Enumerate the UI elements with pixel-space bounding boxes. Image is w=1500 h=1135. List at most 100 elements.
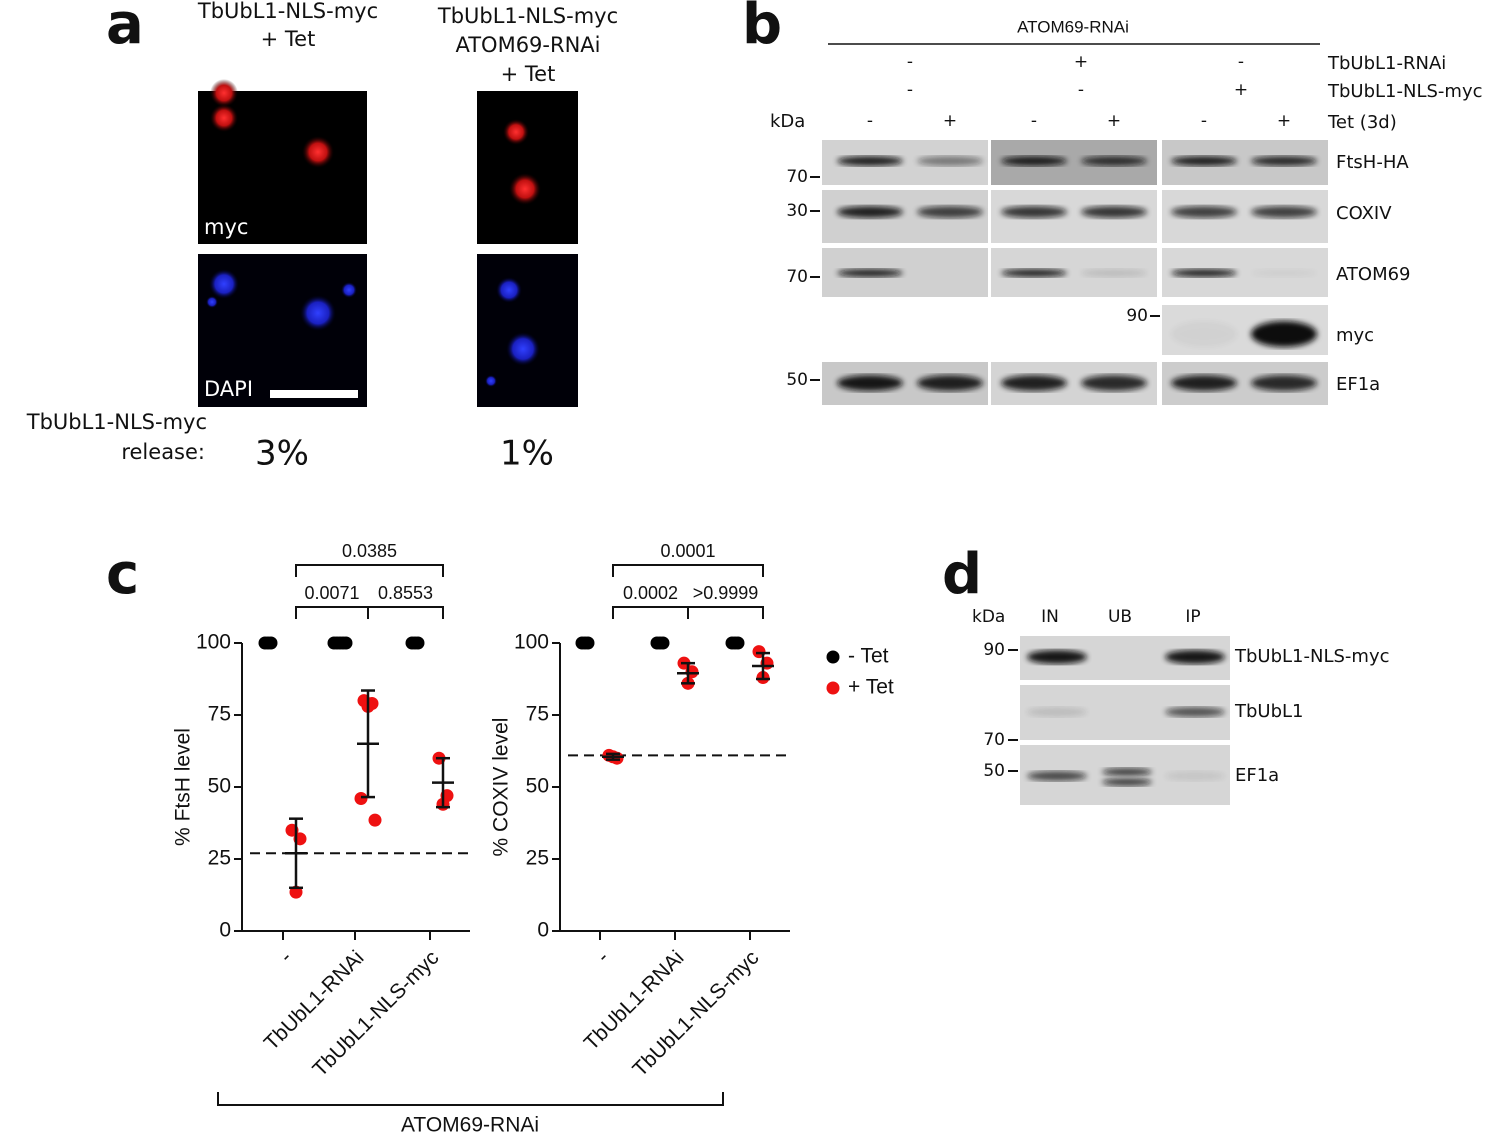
- band: [1081, 375, 1147, 391]
- condition-label: TbUbL1-NLS-myc: [1327, 81, 1483, 102]
- blot-label: TbUbL1: [1234, 701, 1304, 722]
- y-tick-label: 25: [526, 847, 549, 870]
- band: [1171, 206, 1237, 218]
- column-title: ATOM69-RNAi: [455, 33, 600, 57]
- band: [1251, 156, 1317, 166]
- significance-bracket: [687, 606, 764, 619]
- treated-point: [354, 792, 368, 806]
- control-point: [411, 636, 425, 650]
- band: [837, 375, 903, 391]
- band: [1001, 269, 1067, 277]
- blot-label: myc: [1336, 325, 1374, 346]
- group-bracket: [217, 1092, 724, 1106]
- condition-sign: +: [1234, 80, 1248, 100]
- significance-bracket: [295, 564, 444, 577]
- marker-label: 50: [786, 370, 808, 390]
- release-value: 1%: [500, 434, 554, 474]
- condition-sign: +: [943, 111, 957, 131]
- band: [837, 156, 903, 166]
- band: [1251, 321, 1317, 347]
- y-tick-label: 75: [208, 703, 231, 726]
- channel-label: DAPI: [204, 377, 253, 401]
- blot-label: EF1a: [1235, 765, 1279, 786]
- column-title: + Tet: [261, 27, 316, 51]
- kda-label: kDa: [770, 111, 805, 132]
- band: [1251, 269, 1317, 277]
- y-tick-label: 50: [208, 775, 231, 798]
- condition-sign: -: [1031, 111, 1037, 131]
- condition-sign: +: [1277, 111, 1291, 131]
- band: [1027, 771, 1087, 781]
- legend-label: + Tet: [848, 676, 894, 699]
- legend-label: - Tet: [848, 645, 889, 668]
- y-tick-label: 75: [526, 703, 549, 726]
- y-tick-label: 100: [196, 631, 231, 654]
- marker-label: 70: [786, 167, 808, 187]
- x-tick-label: -: [592, 946, 613, 967]
- condition-label: Tet (3d): [1327, 112, 1397, 133]
- band: [1081, 269, 1147, 277]
- band: [1171, 156, 1237, 166]
- release-label: release:: [121, 440, 205, 464]
- x-tick-label: -: [275, 946, 296, 967]
- condition-sign: +: [1074, 52, 1088, 72]
- band: [1027, 650, 1087, 664]
- micrographs: [198, 79, 578, 407]
- band: [1001, 375, 1067, 391]
- band: [1001, 156, 1067, 166]
- band: [1171, 375, 1237, 391]
- column-title: TbUbL1-NLS-myc: [437, 4, 618, 28]
- band: [1251, 375, 1317, 391]
- control-point: [581, 636, 595, 650]
- band: [1001, 206, 1067, 218]
- marker-label: 90: [983, 640, 1005, 660]
- y-axis-label: % COXIV level: [490, 718, 513, 857]
- p-value: 0.8553: [378, 583, 433, 603]
- band: [1102, 768, 1152, 776]
- y-tick-label: 0: [537, 919, 549, 942]
- group-label: ATOM69-RNAi: [401, 1114, 539, 1135]
- band: [1027, 707, 1087, 717]
- significance-bracket: [295, 606, 369, 619]
- marker-label: 50: [983, 761, 1005, 781]
- band: [917, 206, 983, 218]
- band: [917, 156, 983, 166]
- y-tick-label: 25: [208, 847, 231, 870]
- condition-sign: -: [1238, 52, 1244, 72]
- condition-label: TbUbL1-RNAi: [1327, 53, 1446, 74]
- significance-bracket: [612, 564, 764, 577]
- marker-label: 30: [786, 201, 808, 221]
- control-point: [656, 636, 670, 650]
- blot-label: EF1a: [1336, 374, 1380, 395]
- blot-label: ATOM69: [1336, 264, 1411, 285]
- lane-label: IN: [1041, 607, 1059, 627]
- column-title: TbUbL1-NLS-myc: [197, 0, 378, 23]
- band: [1171, 321, 1237, 347]
- lane-label: UB: [1108, 607, 1132, 627]
- condition-sign: -: [1078, 80, 1084, 100]
- marker-label: 90: [1126, 306, 1148, 326]
- p-value: 0.0071: [304, 583, 359, 603]
- control-point: [264, 636, 278, 650]
- y-tick-label: 50: [526, 775, 549, 798]
- band: [1171, 269, 1237, 277]
- marker-label: 70: [983, 730, 1005, 750]
- p-value: 0.0385: [342, 541, 397, 561]
- y-axis-label: % FtsH level: [172, 728, 195, 846]
- kda-label: kDa: [972, 607, 1005, 627]
- panel-letter: d: [942, 542, 982, 607]
- lane-label: IP: [1185, 607, 1200, 627]
- release-value: 3%: [255, 434, 309, 474]
- marker-label: 70: [786, 267, 808, 287]
- band: [1081, 156, 1147, 166]
- blot-label: TbUbL1-NLS-myc: [1234, 646, 1390, 667]
- band: [1251, 206, 1317, 218]
- legend-swatch: [826, 650, 840, 664]
- channel-label: myc: [204, 215, 248, 239]
- control-point: [339, 636, 353, 650]
- x-tick-label: TbUbL1-NLS-myc: [308, 946, 443, 1081]
- p-value: 0.0001: [660, 541, 715, 561]
